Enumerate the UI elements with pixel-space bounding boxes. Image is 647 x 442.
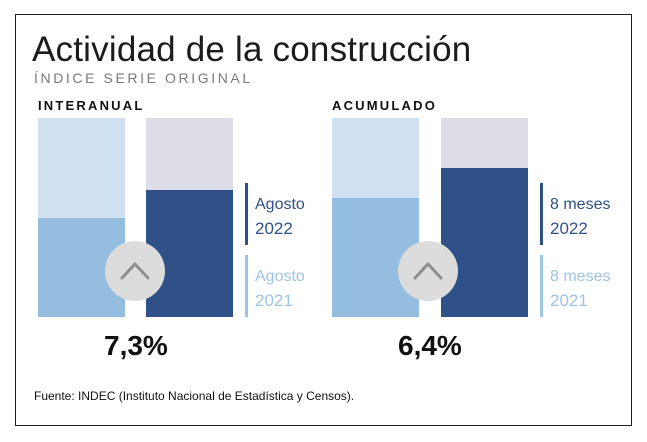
source-note: Fuente: INDEC (Instituto Nacional de Est… bbox=[34, 389, 355, 403]
chart-frame bbox=[15, 14, 632, 426]
section-label-acumulado: ACUMULADO bbox=[332, 98, 438, 113]
legend-line-current bbox=[245, 183, 248, 245]
chevron-up-icon bbox=[398, 241, 458, 301]
section-label-interanual: INTERANUAL bbox=[38, 98, 145, 113]
legend-period: 8 meses bbox=[550, 268, 611, 285]
legend-item-current: Agosto 2022 bbox=[255, 193, 305, 241]
legend-item-past: Agosto 2021 bbox=[255, 265, 305, 313]
chart-subtitle: ÍNDICE SERIE ORIGINAL bbox=[34, 70, 253, 86]
legend-item-past: 8 meses 2021 bbox=[550, 265, 610, 313]
bar-fill bbox=[441, 167, 528, 317]
chevron-up-icon bbox=[105, 241, 165, 301]
legend-period: Agosto bbox=[255, 268, 305, 285]
legend-period: 8 meses bbox=[550, 196, 611, 213]
legend-line-current bbox=[540, 183, 543, 245]
chart-title: Actividad de la construcción bbox=[32, 30, 472, 69]
value-acumulado: 6,4% bbox=[398, 330, 462, 361]
bar-acumulado-2022 bbox=[441, 118, 528, 317]
bar-fill bbox=[146, 189, 233, 317]
legend-line-past bbox=[245, 255, 248, 317]
panel-interanual bbox=[38, 118, 248, 317]
legend-period: Agosto bbox=[255, 196, 305, 213]
legend-year: 2022 bbox=[550, 219, 588, 238]
legend-year: 2021 bbox=[550, 291, 588, 310]
legend-year: 2022 bbox=[255, 219, 293, 238]
bar-interanual-2022 bbox=[146, 118, 233, 317]
legend-item-current: 8 meses 2022 bbox=[550, 193, 610, 241]
legend-year: 2021 bbox=[255, 291, 293, 310]
value-interanual: 7,3% bbox=[104, 330, 168, 361]
legend-line-past bbox=[540, 255, 543, 317]
